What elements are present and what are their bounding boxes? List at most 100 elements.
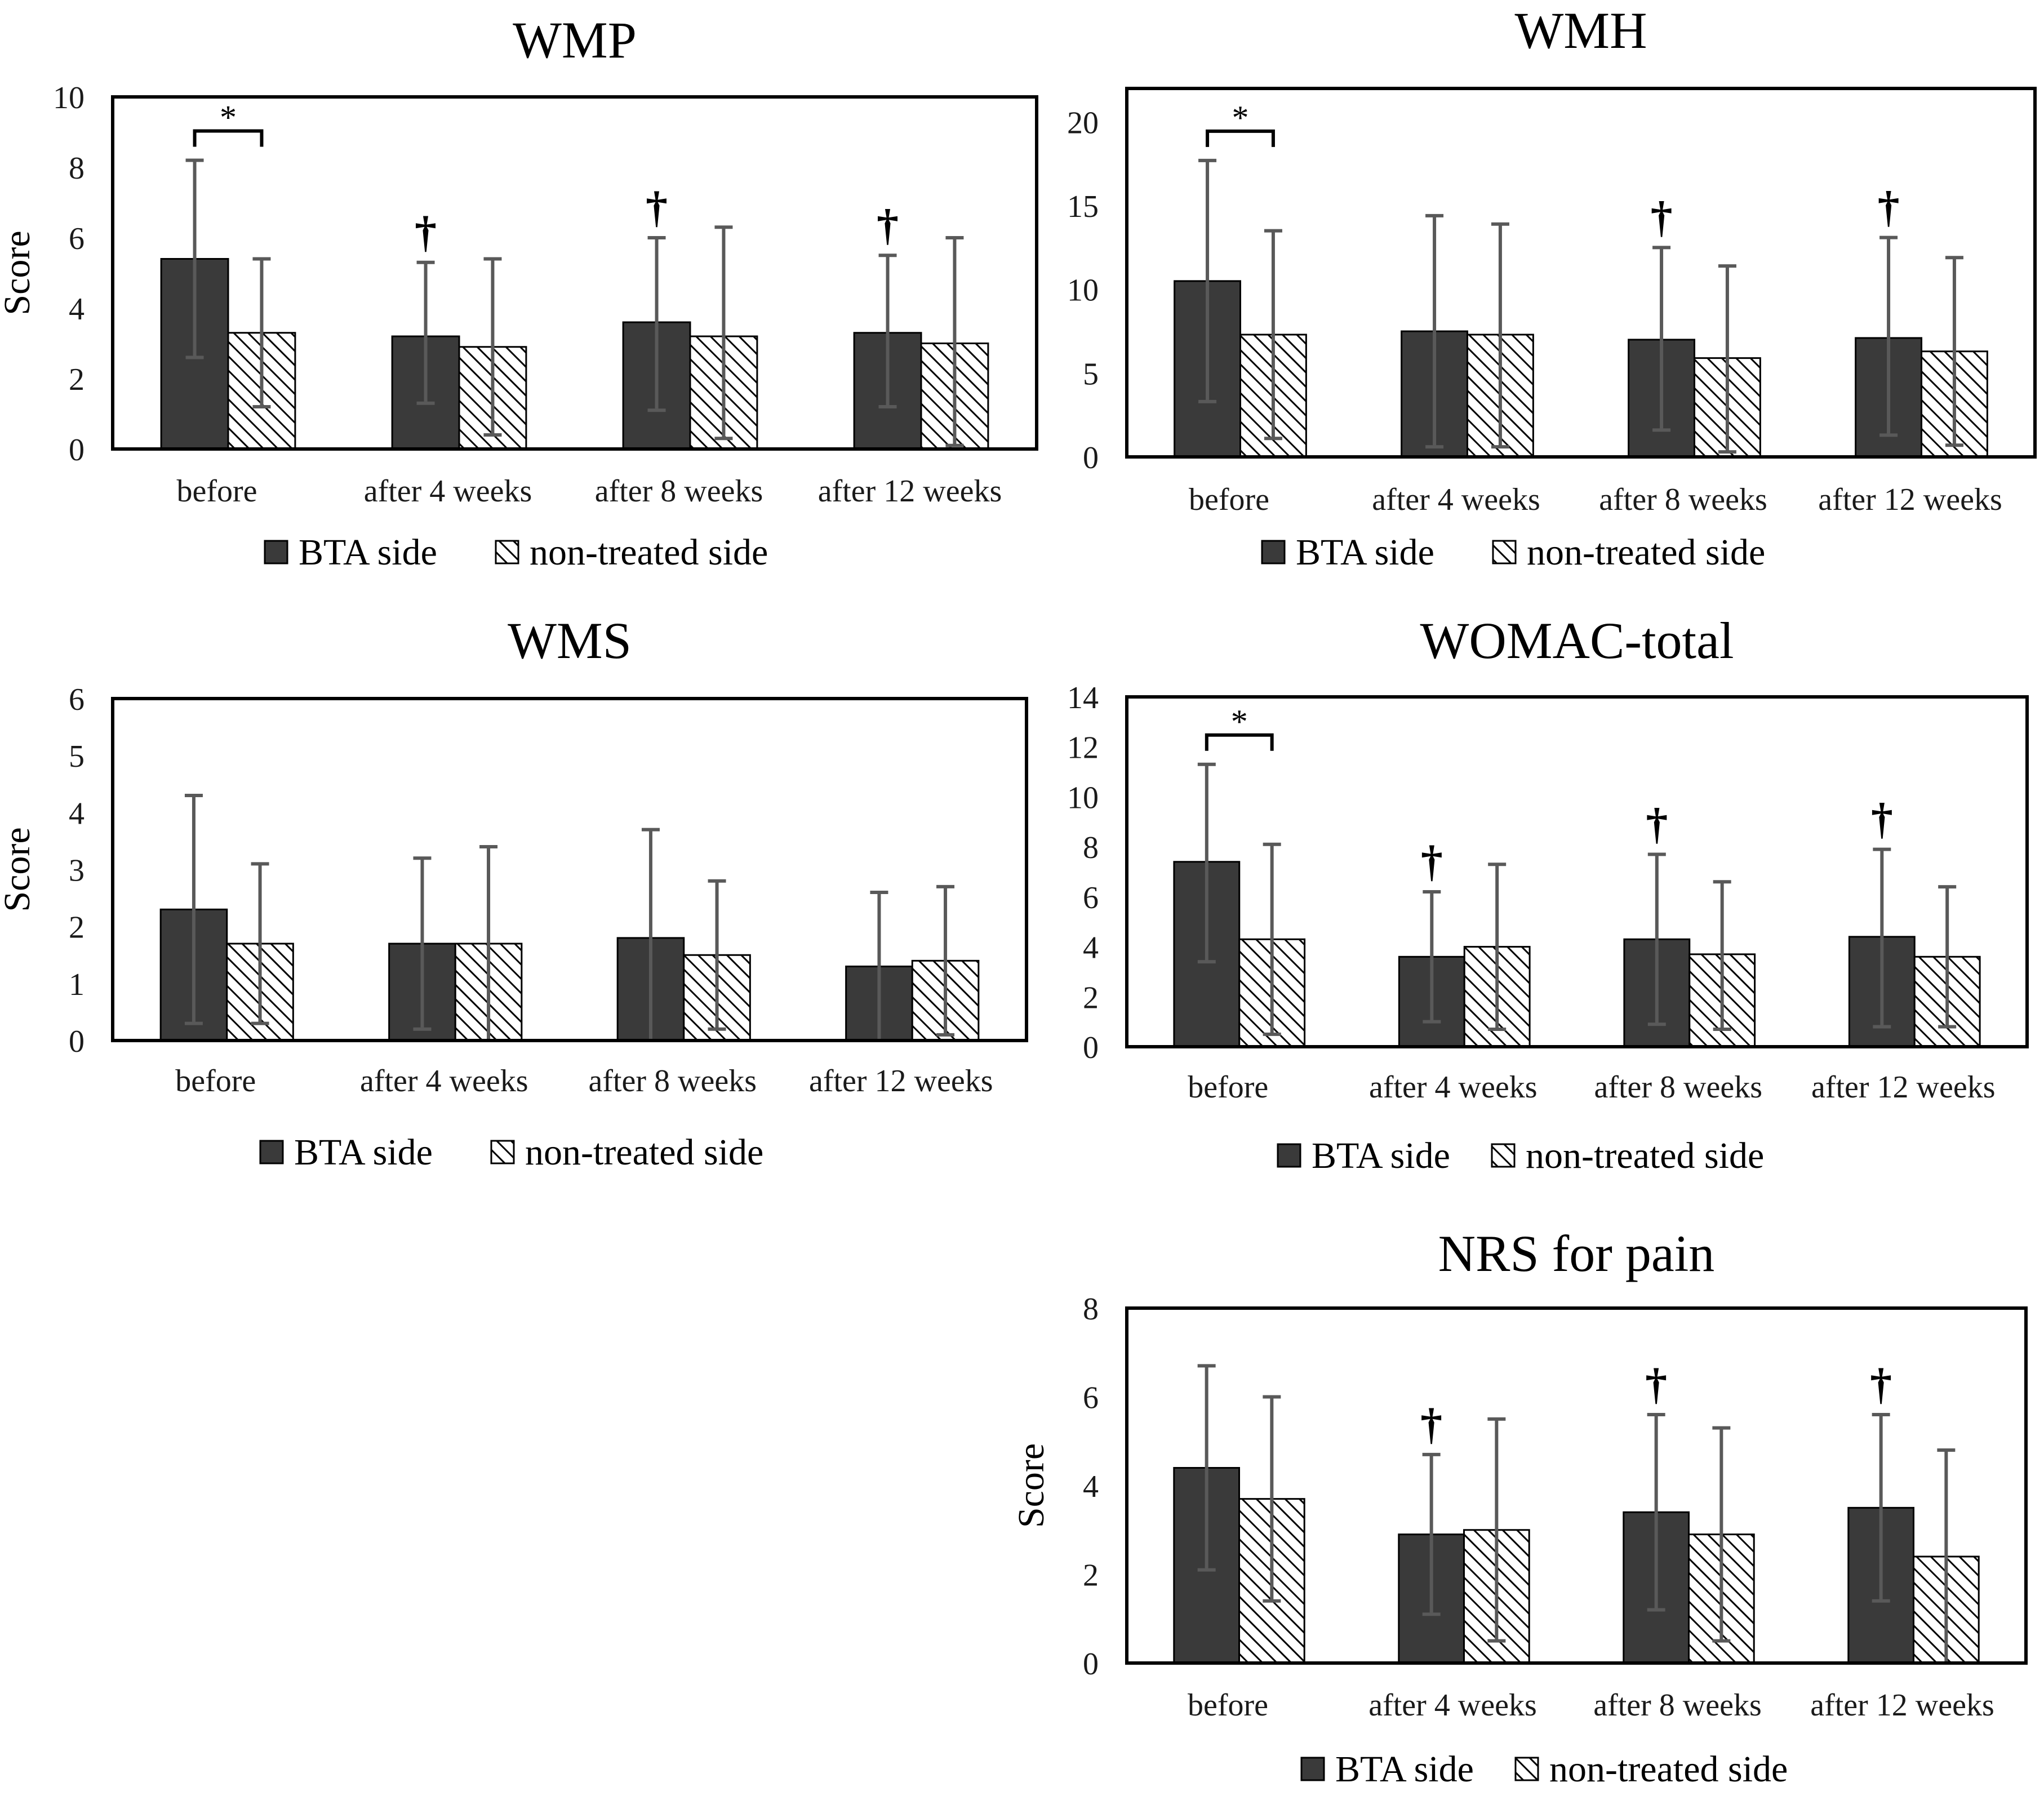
womac-category-label: after 4 weeks bbox=[1369, 1070, 1538, 1105]
nrs-plot-frame bbox=[1125, 1306, 2028, 1665]
wmh-legend-swatch-non-treated bbox=[1492, 540, 1517, 564]
wmh-legend-swatch-bta bbox=[1261, 540, 1286, 564]
womac-legend-swatch-non-treated bbox=[1491, 1143, 1516, 1168]
wmh-significance-bracket bbox=[1206, 129, 1275, 147]
womac-ytick-label: 6 bbox=[1083, 881, 1099, 915]
wmp-significance-dagger: † bbox=[646, 183, 668, 232]
wms-legend-label-bta: BTA side bbox=[294, 1132, 433, 1173]
nrs-title: NRS for pain bbox=[1438, 1225, 1715, 1282]
wmp-significance-dagger: † bbox=[877, 200, 899, 249]
nrs-ytick-label: 0 bbox=[1083, 1647, 1099, 1682]
wms-ytick-label: 2 bbox=[69, 910, 85, 945]
womac-significance-dagger: † bbox=[1646, 799, 1668, 848]
wmh-ytick-label: 0 bbox=[1083, 441, 1099, 475]
wmh-legend-label-bta: BTA side bbox=[1296, 532, 1434, 573]
womac-ytick-label: 14 bbox=[1067, 681, 1099, 715]
wms-legend-swatch-bta bbox=[259, 1140, 284, 1164]
nrs-significance-dagger: † bbox=[1645, 1359, 1667, 1408]
nrs-significance-dagger: † bbox=[1420, 1399, 1442, 1448]
wms-legend-swatch-non-treated bbox=[490, 1140, 515, 1164]
wmp-plot-frame bbox=[111, 95, 1038, 451]
wmp-legend-swatch-bta bbox=[264, 540, 288, 564]
wms-category-label: after 8 weeks bbox=[588, 1064, 757, 1099]
wmp-significance-star: * bbox=[220, 99, 237, 136]
wmp-ytick-label: 8 bbox=[69, 151, 85, 186]
wmh-category-label: before bbox=[1189, 482, 1269, 517]
womac-ytick-label: 12 bbox=[1067, 731, 1099, 766]
wmh-category-label: after 8 weeks bbox=[1599, 482, 1767, 517]
wms-category-label: after 4 weeks bbox=[360, 1064, 528, 1099]
wms-ytick-label: 4 bbox=[69, 796, 85, 831]
womac-category-label: before bbox=[1188, 1070, 1268, 1105]
nrs-category-label: after 8 weeks bbox=[1593, 1688, 1762, 1723]
nrs-legend-swatch-non-treated bbox=[1514, 1757, 1539, 1781]
wmp-ytick-label: 0 bbox=[69, 433, 85, 468]
wmp-category-label: before bbox=[176, 474, 257, 509]
nrs-ytick-label: 8 bbox=[1083, 1292, 1099, 1327]
wms-ylabel: Score bbox=[0, 827, 38, 912]
womac-significance-star: * bbox=[1231, 703, 1248, 740]
wmp-legend-swatch-non-treated bbox=[495, 540, 519, 564]
nrs-category-label: after 4 weeks bbox=[1368, 1688, 1537, 1723]
wms-ytick-label: 3 bbox=[69, 853, 85, 888]
womac-ytick-label: 8 bbox=[1083, 830, 1099, 865]
womac-category-label: after 8 weeks bbox=[1594, 1070, 1762, 1105]
wmh-category-label: after 12 weeks bbox=[1818, 482, 2002, 517]
wms-title: WMS bbox=[508, 612, 632, 669]
nrs-legend-label-bta: BTA side bbox=[1335, 1749, 1474, 1790]
wmp-ytick-label: 2 bbox=[69, 362, 85, 397]
nrs-category-label: before bbox=[1188, 1688, 1268, 1723]
nrs-ylabel: Score bbox=[1011, 1443, 1052, 1528]
womac-ytick-label: 0 bbox=[1083, 1030, 1099, 1065]
nrs-ytick-label: 2 bbox=[1083, 1558, 1099, 1593]
wmh-significance-dagger: † bbox=[1651, 192, 1673, 241]
womac-significance-dagger: † bbox=[1421, 837, 1443, 886]
wmp-significance-dagger: † bbox=[415, 207, 437, 256]
nrs-category-label: after 12 weeks bbox=[1810, 1688, 1994, 1723]
wmh-category-label: after 4 weeks bbox=[1372, 482, 1540, 517]
wmp-legend-label-non-treated: non-treated side bbox=[530, 532, 768, 573]
womac-title: WOMAC-total bbox=[1420, 612, 1734, 669]
wmp-legend-label-bta: BTA side bbox=[299, 532, 437, 573]
womac-legend-label-non-treated: non-treated side bbox=[1526, 1135, 1764, 1176]
nrs-legend-label-non-treated: non-treated side bbox=[1549, 1749, 1788, 1790]
nrs-ytick-label: 4 bbox=[1083, 1469, 1099, 1504]
wms-category-label: after 12 weeks bbox=[809, 1064, 993, 1099]
wms-legend-label-non-treated: non-treated side bbox=[525, 1132, 763, 1173]
nrs-legend-swatch-bta bbox=[1300, 1757, 1325, 1781]
wmp-ytick-label: 4 bbox=[69, 292, 85, 327]
wmh-title: WMH bbox=[1514, 2, 1647, 59]
wms-ytick-label: 6 bbox=[69, 682, 85, 717]
wmh-ytick-label: 10 bbox=[1067, 273, 1099, 308]
wmh-ytick-label: 5 bbox=[1083, 357, 1099, 392]
wmp-category-label: after 4 weeks bbox=[364, 474, 532, 509]
wmh-plot-frame bbox=[1125, 87, 2037, 459]
womac-significance-dagger: † bbox=[1871, 794, 1893, 843]
wmh-significance-dagger: † bbox=[1878, 183, 1900, 232]
womac-ytick-label: 4 bbox=[1083, 931, 1099, 966]
wms-ytick-label: 5 bbox=[69, 739, 85, 774]
wms-plot-frame bbox=[111, 697, 1028, 1042]
nrs-significance-dagger: † bbox=[1870, 1359, 1892, 1408]
womac-ytick-label: 2 bbox=[1083, 980, 1099, 1015]
wmp-category-label: after 8 weeks bbox=[595, 474, 763, 509]
wmp-title: WMP bbox=[513, 11, 637, 69]
wmp-ylabel: Score bbox=[0, 230, 38, 315]
wms-ytick-label: 0 bbox=[69, 1024, 85, 1059]
wmh-ytick-label: 15 bbox=[1067, 189, 1099, 224]
wmp-ytick-label: 6 bbox=[69, 221, 85, 256]
wmh-ytick-label: 20 bbox=[1067, 105, 1099, 140]
wmh-legend-label-non-treated: non-treated side bbox=[1527, 532, 1765, 573]
wms-ytick-label: 1 bbox=[69, 967, 85, 1002]
wmp-category-label: after 12 weeks bbox=[818, 474, 1002, 509]
nrs-ytick-label: 6 bbox=[1083, 1381, 1099, 1416]
womac-category-label: after 12 weeks bbox=[1811, 1070, 1996, 1105]
womac-significance-bracket bbox=[1205, 733, 1274, 751]
wmp-ytick-label: 10 bbox=[53, 81, 85, 115]
womac-legend-label-bta: BTA side bbox=[1312, 1135, 1450, 1176]
womac-plot-frame bbox=[1125, 695, 2029, 1048]
womac-legend-swatch-bta bbox=[1277, 1143, 1301, 1168]
womac-ytick-label: 10 bbox=[1067, 780, 1099, 815]
wms-category-label: before bbox=[175, 1064, 256, 1099]
